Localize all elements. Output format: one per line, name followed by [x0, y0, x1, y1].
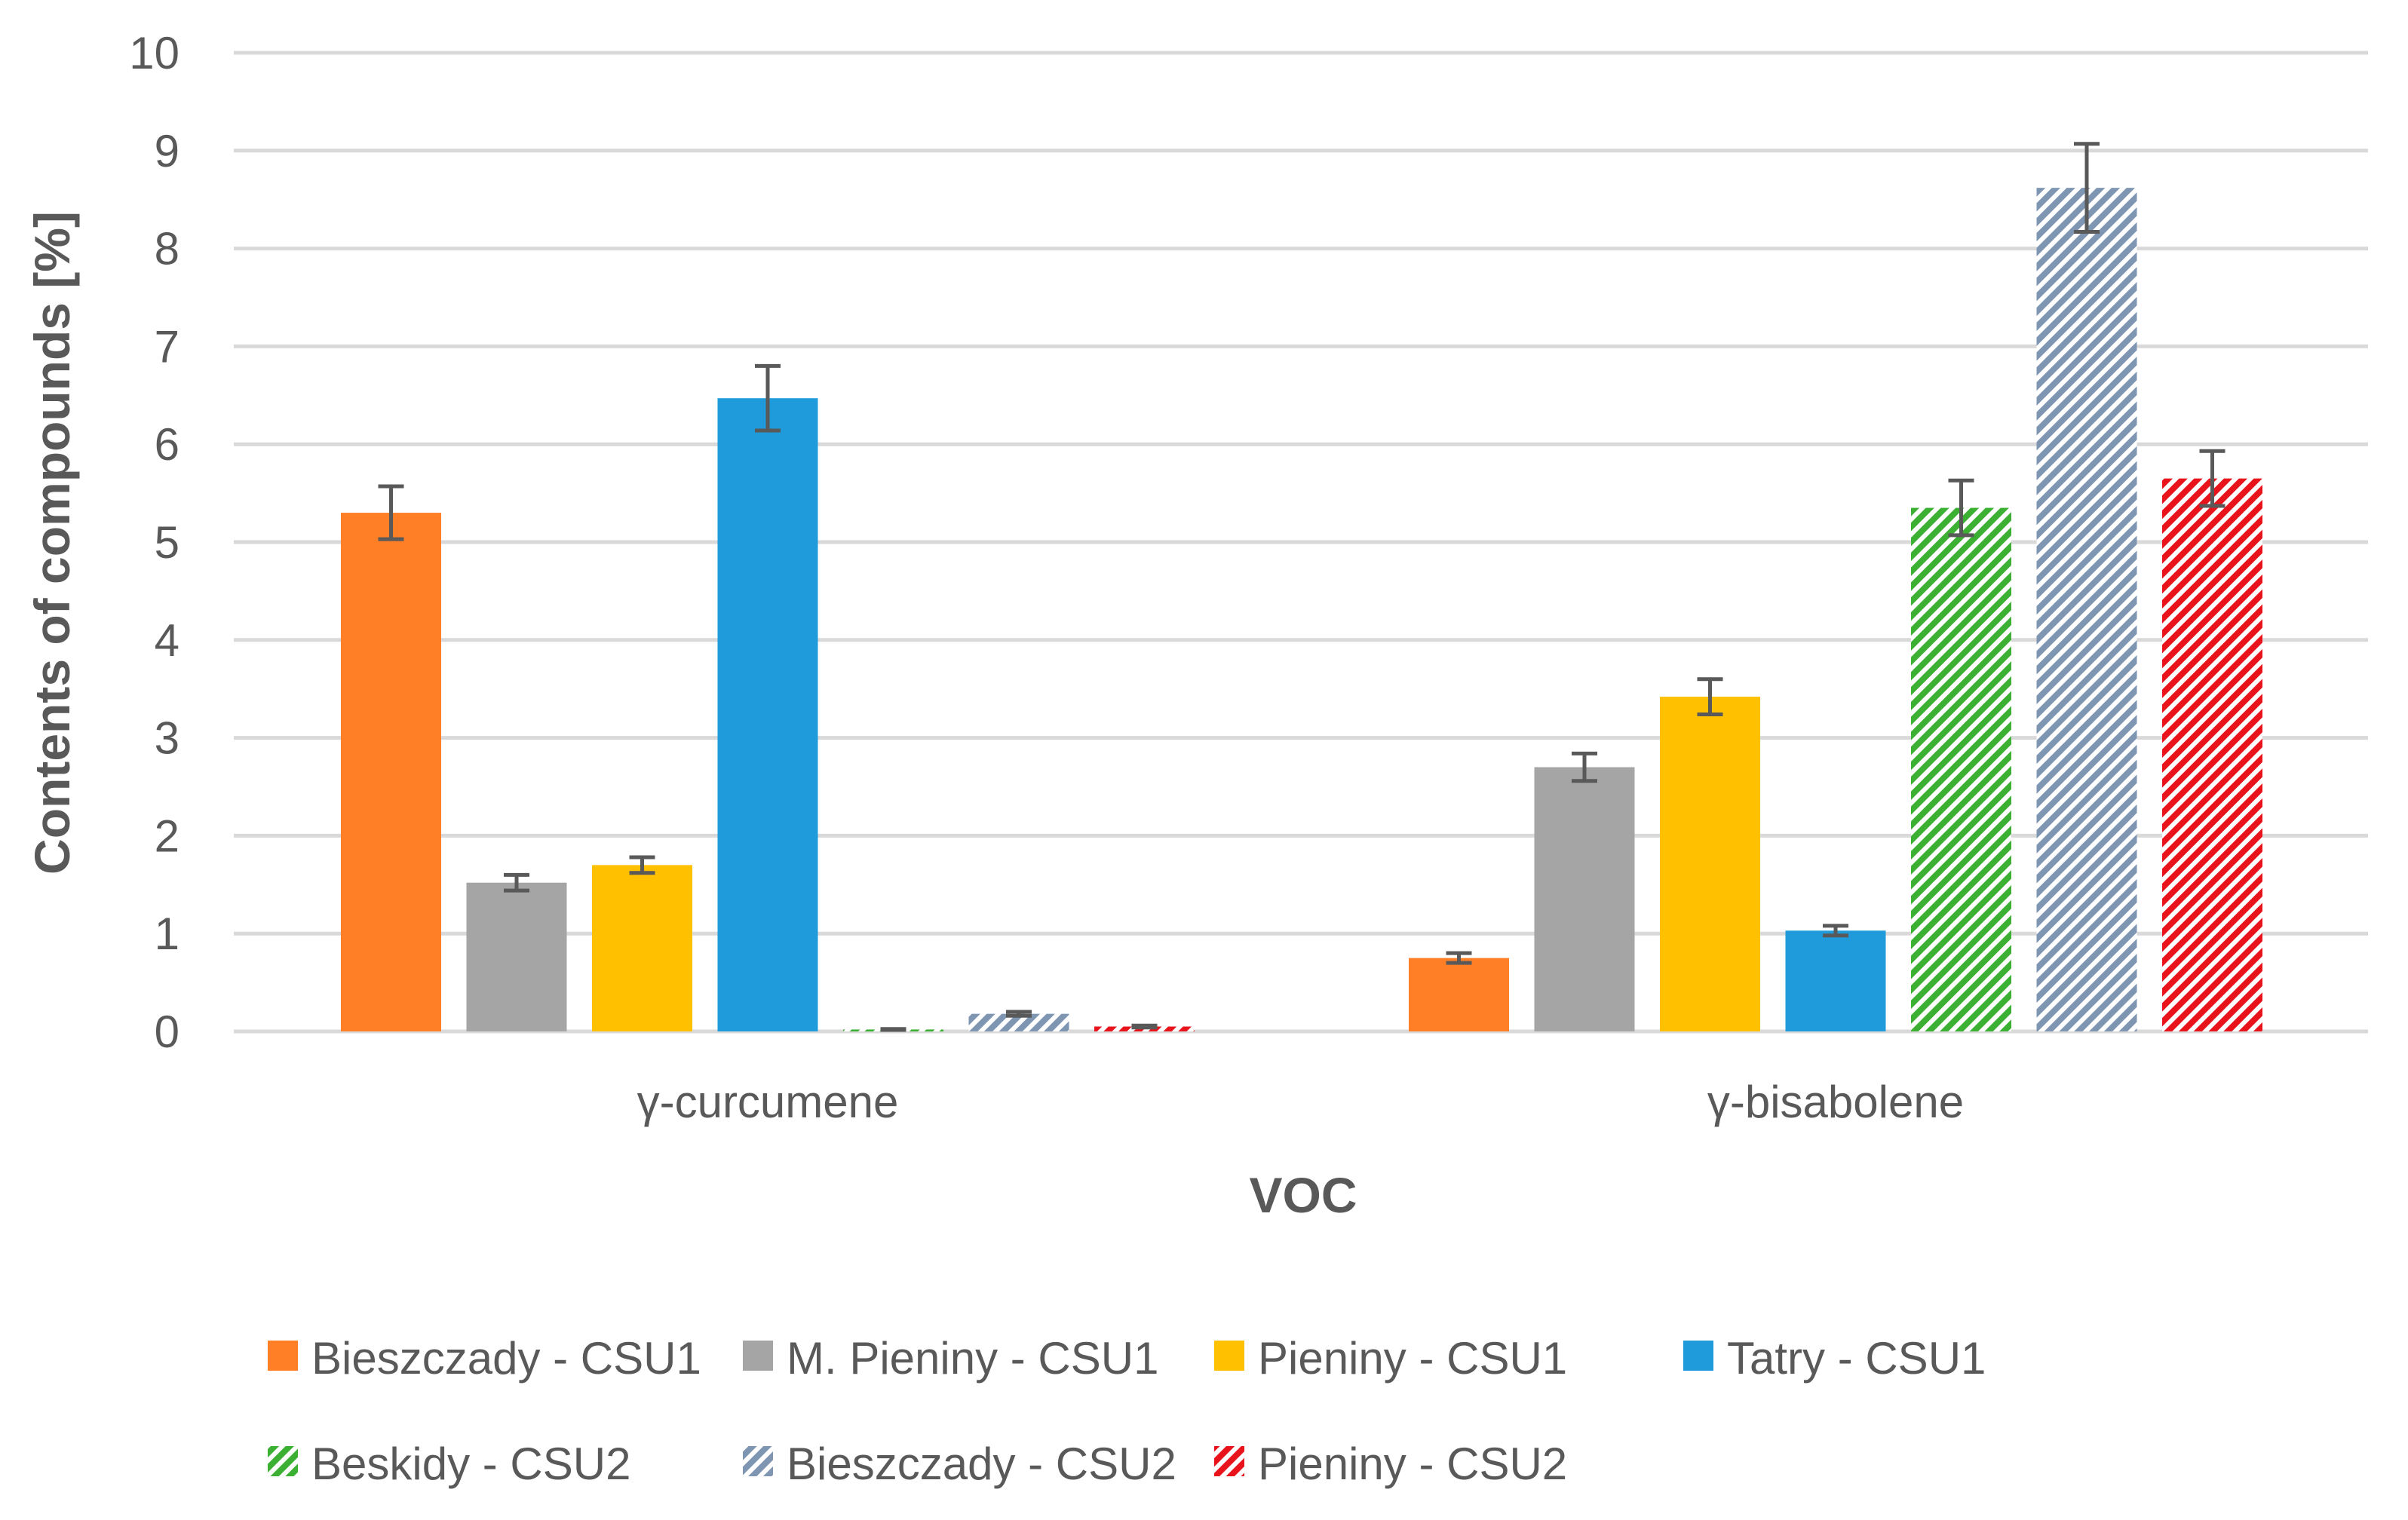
y-tick-label: 7: [155, 321, 179, 372]
bar: [1911, 507, 2011, 1031]
x-category-label: γ-curcumene: [637, 1077, 899, 1127]
error-bar: [1948, 478, 1974, 538]
y-tick-label: 1: [155, 909, 179, 959]
legend-swatch: [743, 1446, 773, 1476]
y-axis-title: Contents of compounds [%]: [24, 211, 80, 875]
y-tick-label: 2: [155, 811, 179, 861]
error-bar: [2199, 449, 2225, 508]
x-axis-title: VOC: [1249, 1167, 1357, 1223]
legend-swatch: [268, 1341, 298, 1371]
error-bar: [1446, 951, 1472, 965]
legend-swatch: [268, 1446, 298, 1476]
y-tick-label: 6: [155, 419, 179, 470]
error-bar: [1572, 751, 1597, 783]
legend-label: Pieniny - CSU2: [1258, 1439, 1567, 1489]
bar: [717, 398, 818, 1031]
y-tick-label: 0: [155, 1007, 179, 1057]
error-bar: [755, 363, 781, 433]
error-bar: [504, 872, 529, 893]
legend: Bieszczady - CSU1 M. Pieniny - CSU1 Pienin…: [268, 1333, 1986, 1489]
legend-label: Beskidy - CSU2: [311, 1439, 630, 1489]
legend-item: Bieszczady - CSU2: [743, 1439, 1176, 1489]
legend-label: Pieniny - CSU1: [1258, 1333, 1567, 1384]
legend-item: Pieniny - CSU2: [1214, 1439, 1567, 1489]
y-tick-label: 9: [155, 126, 179, 176]
legend-item: M. Pieniny - CSU1: [743, 1333, 1158, 1384]
bar-layer: [341, 188, 2262, 1031]
legend-swatch: [1683, 1341, 1713, 1371]
legend-swatch: [1214, 1341, 1244, 1371]
legend-swatch: [743, 1341, 773, 1371]
error-layer: [378, 142, 2225, 1032]
legend-item: Tatry - CSU1: [1683, 1333, 1986, 1384]
bar: [592, 865, 692, 1031]
bar: [1660, 697, 1760, 1031]
legend-label: Bieszczady - CSU1: [311, 1333, 701, 1384]
y-tick-label: 4: [155, 615, 179, 666]
y-tick-label: 8: [155, 224, 179, 274]
legend-item: Pieniny - CSU1: [1214, 1333, 1567, 1384]
bar: [466, 882, 567, 1031]
legend-label: Bieszczady - CSU2: [787, 1439, 1176, 1489]
axis-layer: 0 1 2 3 4 5 6 7 8 9 10 γ-curcumene γ-bisabolene: [129, 28, 1964, 1127]
bar: [2036, 188, 2137, 1031]
bar: [1785, 930, 1886, 1031]
error-bar: [2074, 142, 2100, 234]
legend-label: Tatry - CSU1: [1727, 1333, 1986, 1384]
legend-item: Bieszczady - CSU1: [268, 1333, 701, 1384]
bar: [968, 1013, 1069, 1031]
error-bar: [378, 484, 404, 541]
error-bar: [880, 1027, 906, 1032]
x-category-label: γ-bisabolene: [1707, 1077, 1964, 1127]
y-tick-label: 3: [155, 713, 179, 764]
y-tick-label: 5: [155, 517, 179, 568]
legend-label: M. Pieniny - CSU1: [787, 1333, 1158, 1384]
bar: [1534, 767, 1635, 1031]
y-tick-label: 10: [129, 28, 179, 78]
error-bar: [1131, 1023, 1158, 1030]
bar: [341, 513, 441, 1031]
grid-layer: [234, 51, 2368, 1034]
error-bar: [1823, 924, 1848, 938]
error-bar: [629, 855, 655, 875]
bar: [1409, 958, 1509, 1031]
legend-item: Beskidy - CSU2: [268, 1439, 630, 1489]
error-bar: [1697, 677, 1723, 716]
legend-swatch: [1214, 1446, 1244, 1476]
error-bar: [1006, 1010, 1032, 1018]
bar: [2162, 478, 2262, 1031]
